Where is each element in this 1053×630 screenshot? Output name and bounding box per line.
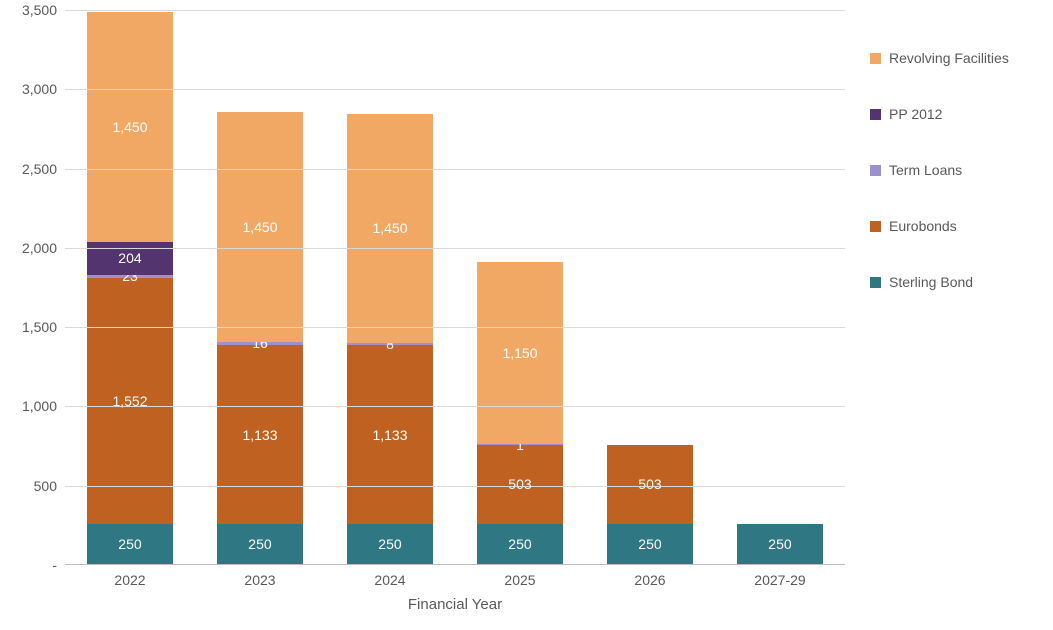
bar-segment	[347, 114, 433, 344]
legend-label: Term Loans	[889, 162, 962, 178]
bar-segment	[477, 445, 563, 525]
y-tick-label: 500	[34, 478, 65, 494]
bar-segment	[477, 262, 563, 444]
bar-segment	[217, 342, 303, 345]
bar-segment	[347, 343, 433, 344]
bar-segment	[347, 524, 433, 564]
legend-label: Sterling Bond	[889, 274, 973, 290]
legend-label: Revolving Facilities	[889, 50, 1009, 66]
plot-area: 2501,552232041,4502501,133161,4502501,13…	[65, 10, 845, 565]
stacked-bar-chart: 2501,552232041,4502501,133161,4502501,13…	[0, 0, 1053, 630]
legend-swatch	[870, 277, 881, 288]
legend: Revolving Facilities PP 2012 Term Loans Eur…	[870, 50, 1040, 330]
x-tick-label: 2024	[374, 564, 405, 588]
y-tick-label: 1,500	[22, 319, 65, 335]
legend-label: PP 2012	[889, 106, 942, 122]
y-tick-label: 2,500	[22, 161, 65, 177]
bar-segment	[477, 524, 563, 564]
legend-swatch	[870, 109, 881, 120]
bars-layer: 2501,552232041,4502501,133161,4502501,13…	[65, 10, 845, 564]
legend-swatch	[870, 165, 881, 176]
legend-item: Term Loans	[870, 162, 1040, 178]
bar-segment	[87, 524, 173, 564]
x-tick-label: 2025	[504, 564, 535, 588]
bar-segment	[607, 524, 693, 564]
legend-label: Eurobonds	[889, 218, 957, 234]
bar-segment	[217, 112, 303, 342]
legend-swatch	[870, 53, 881, 64]
bar-segment	[347, 345, 433, 525]
bar-segment	[87, 12, 173, 242]
gridline	[65, 406, 845, 407]
legend-item: PP 2012	[870, 106, 1040, 122]
legend-item: Eurobonds	[870, 218, 1040, 234]
legend-item: Revolving Facilities	[870, 50, 1040, 66]
x-tick-label: 2026	[634, 564, 665, 588]
bar-segment	[607, 445, 693, 525]
x-tick-label: 2027-29	[754, 564, 805, 588]
gridline	[65, 169, 845, 170]
bar-segment	[217, 524, 303, 564]
legend-item: Sterling Bond	[870, 274, 1040, 290]
y-tick-label: 1,000	[22, 398, 65, 414]
gridline	[65, 486, 845, 487]
y-tick-label: 3,500	[22, 2, 65, 18]
bar-segment	[87, 278, 173, 524]
legend-swatch	[870, 221, 881, 232]
x-tick-label: 2022	[114, 564, 145, 588]
y-tick-label: -	[52, 557, 65, 573]
x-axis-title: Financial Year	[408, 596, 502, 613]
bar-segment	[87, 275, 173, 279]
bar-segment	[217, 345, 303, 525]
gridline	[65, 10, 845, 11]
gridline	[65, 248, 845, 249]
bar-segment	[737, 524, 823, 564]
gridline	[65, 327, 845, 328]
y-tick-label: 3,000	[22, 81, 65, 97]
gridline	[65, 89, 845, 90]
x-tick-label: 2023	[244, 564, 275, 588]
y-tick-label: 2,000	[22, 240, 65, 256]
